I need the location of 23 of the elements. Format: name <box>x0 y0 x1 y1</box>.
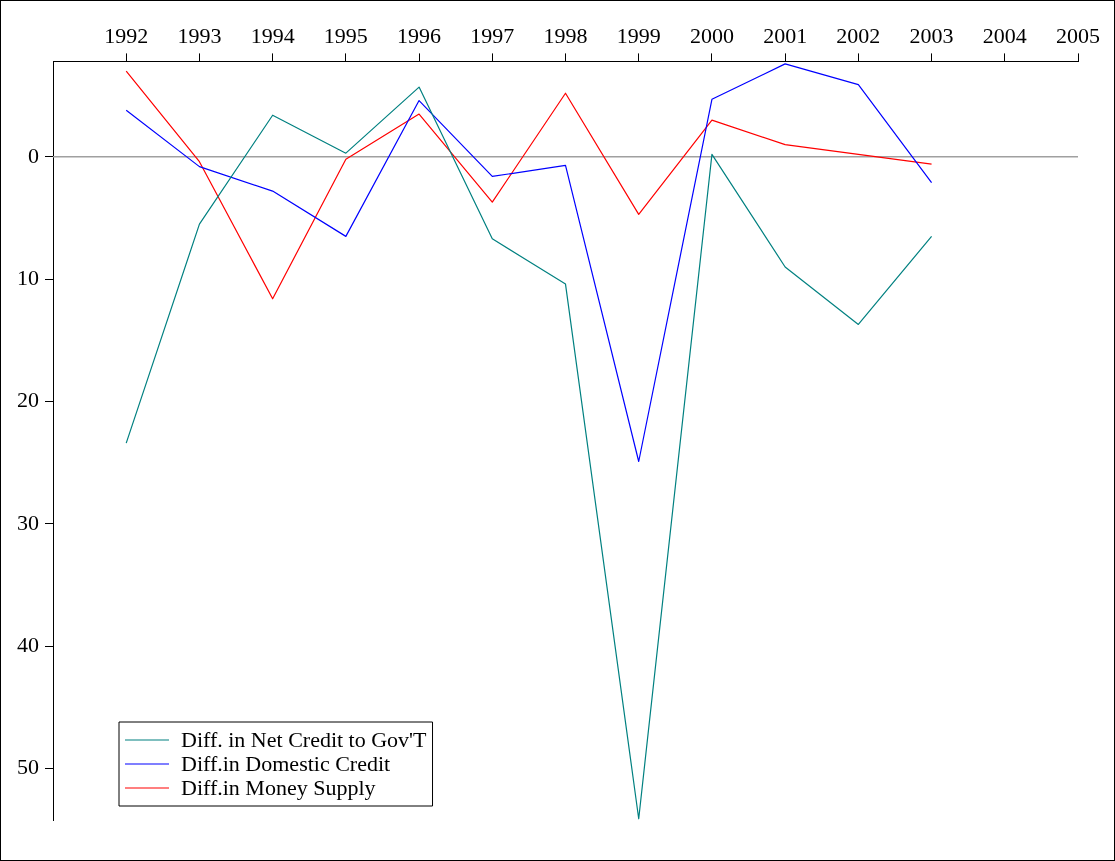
x-tick-label: 1998 <box>543 22 588 48</box>
x-tick-label: 2000 <box>689 22 734 48</box>
x-tick-label: 2001 <box>763 22 808 48</box>
legend-label: Diff. in Net Credit to Gov'T <box>181 726 428 752</box>
x-tick-label: 1994 <box>250 22 295 48</box>
legend-label: Diff.in Money Supply <box>181 774 376 800</box>
x-tick-label: 1996 <box>397 22 442 48</box>
y-tick-label: 30 <box>17 509 39 535</box>
y-tick-label: 10 <box>17 264 39 290</box>
y-tick-label: 20 <box>17 387 39 413</box>
legend-label: Diff.in Domestic Credit <box>181 750 391 776</box>
x-tick-label: 2002 <box>836 22 881 48</box>
x-tick-label: 1995 <box>323 22 368 48</box>
x-tick-label: 1997 <box>470 22 515 48</box>
x-tick-label: 1993 <box>177 22 222 48</box>
x-tick-label: 1992 <box>104 22 149 48</box>
y-tick-label: 0 <box>28 142 39 168</box>
x-tick-label: 2005 <box>1056 22 1100 48</box>
y-tick-label: 40 <box>17 632 39 658</box>
y-tick-label: 50 <box>17 754 39 780</box>
x-tick-label: 2004 <box>982 22 1027 48</box>
x-tick-label: 2003 <box>909 22 954 48</box>
x-tick-label: 1999 <box>616 22 661 48</box>
